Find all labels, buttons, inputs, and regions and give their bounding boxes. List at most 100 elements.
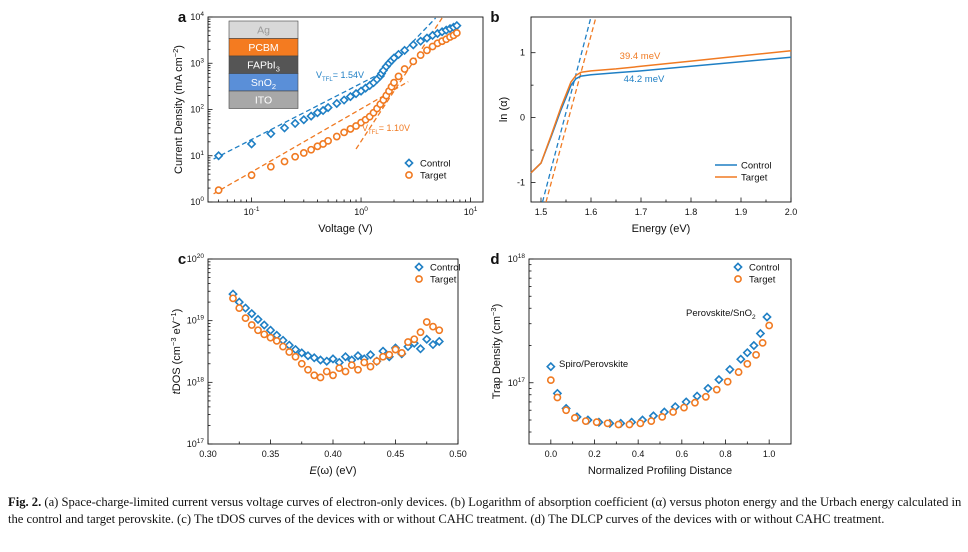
panel-c-point-control — [353, 351, 363, 361]
device-layer-label: FAPbI3 — [247, 60, 280, 74]
panel-a-point-control — [323, 102, 333, 113]
panel-c-point-target — [322, 367, 331, 376]
panel-c-point-target — [404, 338, 412, 346]
panel-c-point-target — [385, 350, 394, 359]
urbach-energy-control: 44.2 meV — [624, 74, 665, 85]
panel-d-point-control — [736, 354, 746, 364]
panel-c-point-target — [429, 322, 437, 331]
panel-c-point-control — [253, 314, 263, 325]
caption-label: Fig. 2. — [8, 495, 42, 509]
panel-c-point-target — [347, 361, 356, 370]
panel-a-point-control — [299, 115, 309, 125]
panel-c-point-target — [235, 304, 244, 312]
panel-c-point-control — [328, 354, 338, 364]
panel-d-point-control — [762, 312, 772, 322]
panel-c-point-control — [434, 336, 444, 347]
panel-d-point-target — [562, 406, 571, 415]
y-tick-label: 1020 — [187, 253, 205, 264]
y-tick-label: 1019 — [187, 315, 205, 326]
legend-label: Target — [749, 275, 776, 286]
panel-d-point-control — [749, 340, 759, 351]
x-axis-label: Voltage (V) — [318, 223, 372, 235]
panel-c-point-target — [341, 367, 350, 376]
y-tick-label: 102 — [190, 104, 204, 115]
panel-c-point-target — [229, 294, 237, 303]
x-tick-label: 101 — [464, 206, 478, 217]
panel-c-point-control — [365, 350, 376, 360]
target-urbach-fit — [545, 16, 597, 203]
panel-c-letter: c — [178, 251, 186, 268]
legend-marker — [404, 158, 414, 168]
y-tick-label: 1 — [520, 48, 525, 58]
x-tick-label: 0.45 — [387, 449, 405, 459]
interface-label-spiro: Spiro/Perovskite — [559, 359, 628, 370]
panel-a-letter: a — [178, 9, 187, 26]
y-tick-label: 1017 — [187, 438, 205, 449]
panel-c-point-target — [254, 326, 262, 335]
panel-a-point-control — [266, 128, 276, 139]
legend-marker — [734, 275, 742, 283]
panel-d-point-control — [692, 391, 702, 401]
x-tick-label: 1.8 — [685, 207, 698, 217]
panel-a-point-target — [340, 128, 348, 137]
panel-a-point-target — [247, 171, 256, 180]
panel-d-point-control — [714, 374, 724, 385]
y-axis-label: tDOS (cm−3 eV−1) — [169, 309, 183, 395]
panel-c-point-target — [285, 348, 294, 356]
y-axis-label: Current Density (mA cm−2) — [171, 45, 185, 174]
panel-a-point-control — [345, 91, 356, 102]
x-axis-label: E(ω) (eV) — [309, 465, 356, 477]
panel-a-point-control — [290, 118, 300, 129]
vtfl-annotation: VTFL= 1.10V — [362, 123, 410, 136]
y-tick-label: 1017 — [508, 377, 526, 388]
panel-c-point-target — [291, 352, 300, 361]
panel-a-point-target — [423, 46, 431, 55]
panel-d-point-target — [570, 414, 579, 422]
control-ohmic-fit-line — [213, 72, 381, 160]
device-layer-label: Ag — [257, 25, 270, 37]
x-tick-label: 0.50 — [449, 449, 467, 459]
panel-c-point-control — [340, 352, 351, 362]
panel-a-point-target — [416, 51, 425, 60]
urbach-energy-target: 39.4 meV — [620, 51, 661, 62]
legend-label: Target — [741, 173, 768, 184]
panel-c-point-target — [241, 314, 250, 323]
panel-c-point-target — [379, 352, 387, 361]
legend-label: Target — [420, 171, 447, 182]
panel-d-point-target — [680, 403, 688, 412]
interface-label-sno2: Perovskite/SnO2 — [686, 308, 756, 321]
panel-a-point-control — [306, 111, 316, 121]
panel-d-point-target — [581, 417, 590, 425]
panel-a-point-target — [266, 162, 275, 171]
x-axis-label: Normalized Profiling Distance — [588, 465, 732, 477]
y-tick-label: -1 — [517, 178, 525, 188]
panel-d-point-target — [658, 412, 667, 421]
panel-d-point-target — [734, 368, 743, 376]
panel-c-point-target — [354, 365, 362, 374]
device-layer-label: SnO2 — [251, 77, 276, 91]
panel-a-point-target — [299, 149, 308, 157]
panel-c-point-target — [329, 371, 337, 380]
panel-c-point-target — [360, 358, 369, 367]
panel-d-point-target — [743, 360, 752, 368]
panel-a-point-control — [393, 49, 404, 60]
panel-c-point-target — [316, 373, 325, 382]
panel-a-point-control — [213, 151, 224, 161]
panel-a-point-control — [408, 40, 419, 50]
y-tick-label: 100 — [190, 196, 204, 207]
panel-c-point-target — [260, 330, 269, 339]
y-axis-label: ln (α) — [498, 97, 510, 122]
y-tick-label: 0 — [520, 113, 525, 123]
x-tick-label: 0.6 — [676, 449, 689, 459]
panel-c-point-target — [372, 357, 381, 366]
panel-c-point-control — [428, 339, 438, 350]
device-layer — [228, 90, 299, 109]
caption-text: (a) Space-charge-limited current versus … — [8, 495, 962, 526]
panel-c-point-control — [265, 325, 276, 335]
panel-a-point-control — [246, 139, 257, 149]
x-tick-label: 0.30 — [199, 449, 217, 459]
x-tick-label: 100 — [354, 206, 368, 217]
panel-c-point-target — [272, 336, 281, 345]
panel-a-point-control — [332, 98, 342, 109]
